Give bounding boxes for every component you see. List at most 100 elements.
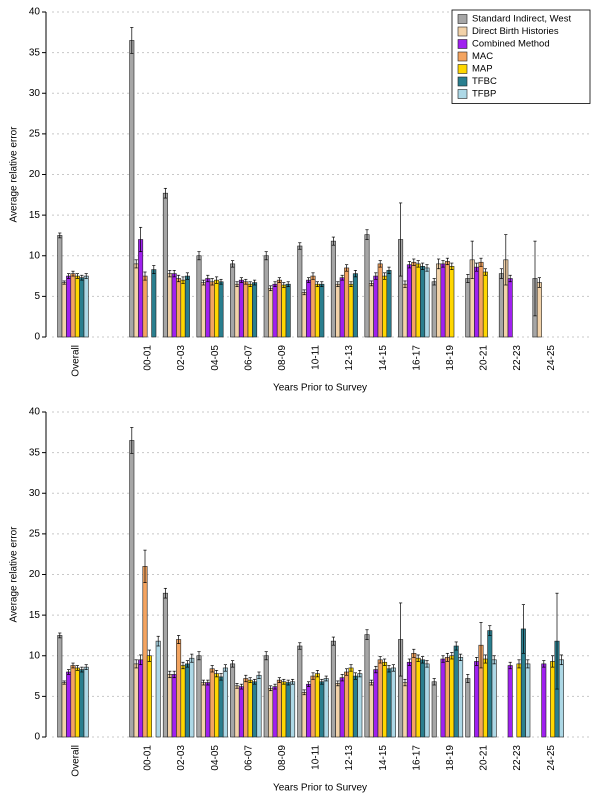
error-bar bbox=[378, 260, 382, 268]
error-bar bbox=[139, 654, 143, 666]
error-bar bbox=[147, 649, 151, 662]
error-bar bbox=[421, 262, 425, 270]
error-bar bbox=[75, 665, 79, 671]
error-bar bbox=[163, 187, 167, 199]
bar bbox=[319, 681, 325, 738]
error-bar bbox=[277, 677, 281, 683]
error-bar bbox=[181, 276, 185, 284]
x-tick-label: 06-07 bbox=[243, 745, 254, 771]
y-tick-label: 10 bbox=[29, 250, 41, 261]
legend-label: MAP bbox=[472, 64, 493, 75]
error-bar bbox=[425, 660, 429, 668]
error-bar bbox=[542, 660, 546, 668]
bar bbox=[373, 275, 379, 338]
error-bar bbox=[273, 281, 277, 287]
bar bbox=[507, 278, 513, 338]
bar bbox=[482, 271, 488, 338]
error-bar bbox=[399, 202, 403, 277]
bar bbox=[478, 261, 484, 338]
error-bar bbox=[298, 642, 302, 650]
bar bbox=[306, 683, 312, 738]
error-bar bbox=[302, 689, 306, 696]
error-bar bbox=[353, 672, 357, 680]
bar bbox=[344, 267, 350, 338]
x-tick-label: 20-21 bbox=[479, 745, 490, 771]
bar bbox=[364, 234, 370, 338]
y-axis-label: Average relative error bbox=[9, 126, 20, 223]
legend-swatch bbox=[457, 64, 468, 74]
bar bbox=[402, 682, 408, 738]
bar bbox=[306, 279, 312, 338]
error-bar bbox=[320, 678, 324, 685]
bar bbox=[61, 282, 67, 338]
bar bbox=[348, 283, 354, 338]
x-tick-label: 04-05 bbox=[210, 745, 221, 771]
bar bbox=[200, 282, 206, 338]
bar bbox=[335, 283, 341, 338]
error-bar bbox=[302, 289, 306, 296]
error-bar bbox=[445, 257, 449, 266]
bar bbox=[162, 592, 168, 738]
error-bar bbox=[459, 653, 463, 661]
x-tick-label: 24-25 bbox=[546, 745, 557, 771]
x-axis-label: Years Prior to Survey bbox=[273, 783, 367, 794]
error-bar bbox=[67, 273, 71, 279]
error-bar bbox=[239, 277, 243, 283]
bar bbox=[415, 657, 421, 738]
bar bbox=[297, 245, 303, 338]
y-tick-label: 35 bbox=[29, 447, 41, 458]
error-bar bbox=[353, 270, 357, 278]
error-bar bbox=[383, 272, 387, 280]
error-bar bbox=[269, 685, 273, 692]
bar bbox=[386, 270, 392, 338]
y-tick-label: 30 bbox=[29, 88, 41, 99]
bar bbox=[491, 659, 497, 738]
x-tick-label: 14-15 bbox=[378, 345, 389, 371]
error-bar bbox=[508, 661, 512, 670]
bar bbox=[420, 266, 426, 338]
error-bar bbox=[324, 675, 328, 682]
error-bar bbox=[450, 652, 454, 660]
bar bbox=[319, 283, 325, 338]
error-bar bbox=[441, 655, 445, 663]
bar bbox=[382, 275, 388, 338]
bar bbox=[330, 640, 336, 738]
bar bbox=[243, 678, 249, 738]
bar bbox=[348, 667, 354, 738]
error-bar bbox=[269, 285, 273, 292]
bar bbox=[129, 440, 135, 738]
error-bar bbox=[336, 680, 340, 687]
error-bar bbox=[219, 278, 223, 285]
error-bar bbox=[201, 279, 205, 286]
error-bar bbox=[499, 268, 503, 279]
error-bar bbox=[257, 671, 261, 679]
bar bbox=[189, 657, 195, 738]
error-bar bbox=[210, 665, 214, 673]
x-tick-label: 18-19 bbox=[445, 745, 456, 771]
bar bbox=[373, 669, 379, 738]
error-bar bbox=[181, 661, 185, 670]
y-tick-label: 0 bbox=[34, 332, 40, 343]
bar bbox=[444, 657, 450, 738]
bar bbox=[339, 277, 345, 338]
bar bbox=[57, 235, 63, 338]
bar bbox=[74, 667, 80, 738]
bar bbox=[339, 677, 345, 738]
bar bbox=[138, 239, 144, 338]
x-tick-label: 12-13 bbox=[344, 745, 355, 771]
error-bar bbox=[466, 674, 470, 683]
bar bbox=[238, 686, 244, 738]
bar bbox=[498, 273, 504, 338]
error-bar bbox=[526, 659, 530, 669]
bar bbox=[205, 682, 211, 738]
bar bbox=[310, 275, 316, 338]
bar bbox=[238, 279, 244, 338]
bar bbox=[142, 566, 148, 738]
error-bar bbox=[130, 427, 134, 454]
bar bbox=[420, 659, 426, 738]
error-bar bbox=[134, 259, 138, 269]
bar bbox=[133, 663, 139, 738]
error-bar bbox=[445, 652, 449, 662]
bar bbox=[344, 671, 350, 738]
error-bar bbox=[282, 678, 286, 685]
